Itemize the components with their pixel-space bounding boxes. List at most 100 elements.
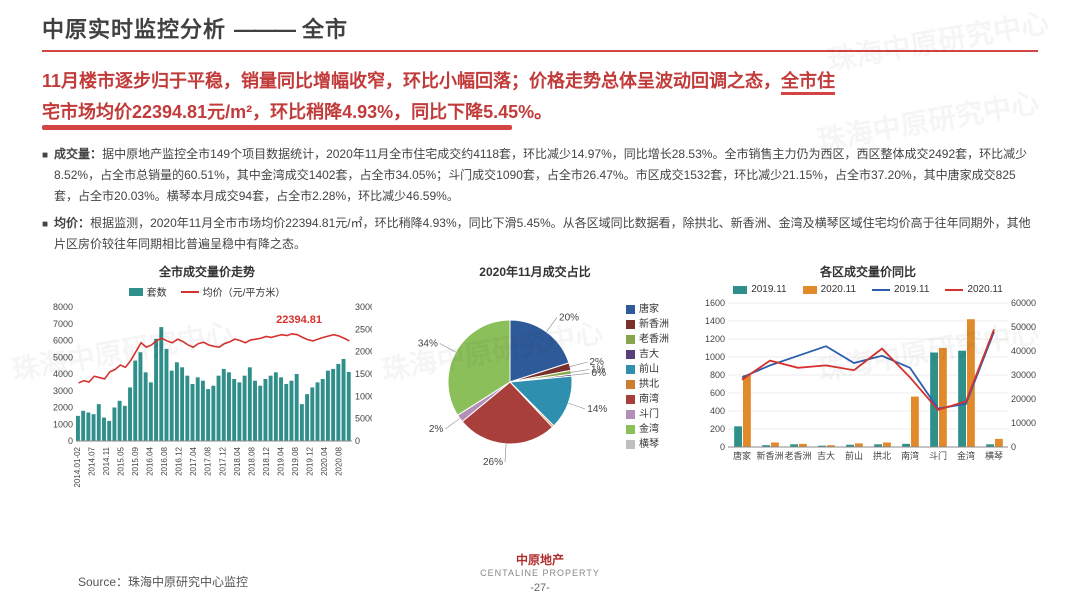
svg-text:1400: 1400 [705,316,725,326]
pie-legend-item: 老香洲 [626,332,669,347]
bullet1-label: 成交量： [54,147,102,161]
bullet-icon: ■ [42,216,48,255]
svg-text:20000: 20000 [1011,394,1036,404]
logo-cn: 中原地产 [480,551,600,568]
lg: 2019.11 [751,284,786,295]
svg-text:2%: 2% [429,424,444,435]
bullet2-text: 根据监测，2020年11月全市市场均价22394.81元/㎡，环比稍降4.93%… [54,216,1031,251]
bullet-volume: ■ 成交量：据中原地产监控全市149个项目数据统计，2020年11月全市住宅成交… [42,144,1038,207]
svg-text:2016.12: 2016.12 [175,447,184,476]
svg-text:2016.08: 2016.08 [160,447,169,476]
bullet2-label: 均价： [54,216,90,230]
pie-legend-item: 斗门 [626,407,669,422]
title-suffix: 全市 [302,12,348,44]
headline-b: 全市住 [781,71,835,95]
svg-text:0: 0 [720,442,725,452]
svg-text:8000: 8000 [53,302,73,312]
svg-text:20%: 20% [559,312,579,323]
svg-text:3000: 3000 [53,386,73,396]
title-prefix: 中原实时监控分析 [42,12,226,44]
svg-text:2014.11: 2014.11 [102,447,111,476]
chart3-title: 各区成交量价同比 [698,263,1038,280]
svg-text:金湾: 金湾 [957,450,975,461]
svg-text:6000: 6000 [53,336,73,346]
svg-text:4000: 4000 [53,369,73,379]
svg-text:2019.04: 2019.04 [276,447,285,476]
page-title: 中原实时监控分析 ——— 全市 [42,12,1038,44]
pie-legend-item: 拱北 [626,377,669,392]
svg-text:新香洲: 新香洲 [756,450,783,461]
svg-text:7000: 7000 [53,319,73,329]
bullet-price: ■ 均价：根据监测，2020年11月全市市场均价22394.81元/㎡，环比稍降… [42,213,1038,255]
chart-combo: 各区成交量价同比 2019.11 2020.11 2019.11 2020.11… [698,263,1038,491]
svg-text:2020.08: 2020.08 [334,447,343,476]
svg-text:22394.81: 22394.81 [276,314,322,326]
chart1-svg: 0100020003000400050006000700080000500010… [42,301,372,491]
legend-line-label: 均价（元/平方米） [203,284,286,299]
svg-text:2015.09: 2015.09 [131,447,140,476]
svg-text:1600: 1600 [705,298,725,308]
svg-text:50000: 50000 [1011,322,1036,332]
thick-underline [42,125,512,130]
legend-swatch [733,286,747,294]
legend-swatch [129,288,143,296]
svg-text:2016.04: 2016.04 [146,447,155,476]
legend-swatch [181,291,199,293]
svg-text:斗门: 斗门 [929,450,947,461]
svg-text:400: 400 [710,406,725,416]
chart3-legend: 2019.11 2020.11 2019.11 2020.11 [698,284,1038,295]
svg-text:2000: 2000 [53,403,73,413]
svg-text:2014.07: 2014.07 [88,447,97,476]
svg-text:0: 0 [355,436,360,446]
title-underline [42,50,1038,52]
svg-text:2018.04: 2018.04 [233,447,242,476]
svg-text:26%: 26% [483,457,503,468]
chart-trend: 全市成交量价走势 套数 均价（元/平方米） 010002000300040005… [42,263,372,491]
chart2-svg: 20%2%1%0%14%26%2%34% [390,284,620,474]
lg: 2020.11 [967,284,1002,295]
svg-text:34%: 34% [418,339,438,350]
bullet-icon: ■ [42,147,48,207]
pie-legend-item: 横琴 [626,437,669,452]
svg-text:0: 0 [1011,442,1016,452]
chart1-title: 全市成交量价走势 [42,263,372,280]
svg-text:2017.08: 2017.08 [204,447,213,476]
svg-text:2019.08: 2019.08 [291,447,300,476]
svg-text:拱北: 拱北 [873,450,891,461]
svg-text:1000: 1000 [705,352,725,362]
legend-swatch [872,289,890,291]
headline: 11月楼市逐步归于平稳，销量同比增幅收窄，环比小幅回落；价格走势总体呈波动回调之… [42,66,1038,130]
svg-text:0: 0 [68,436,73,446]
svg-text:1000: 1000 [53,419,73,429]
legend-bar-label: 套数 [147,284,167,299]
svg-text:60000: 60000 [1011,298,1036,308]
pie-legend-item: 吉大 [626,347,669,362]
chart3-svg: 0200400600800100012001400160001000020000… [698,297,1038,487]
lg: 2019.11 [894,284,929,295]
svg-text:唐家: 唐家 [733,450,751,461]
svg-text:200: 200 [710,424,725,434]
svg-text:30000: 30000 [1011,370,1036,380]
logo-en: CENTALINE PROPERTY [480,568,600,578]
pie-legend-item: 金湾 [626,422,669,437]
svg-text:30000: 30000 [355,302,372,312]
legend-swatch [945,289,963,291]
svg-text:1200: 1200 [705,334,725,344]
svg-text:40000: 40000 [1011,346,1036,356]
svg-text:2019.12: 2019.12 [305,447,314,476]
svg-text:14%: 14% [587,404,607,415]
headline-a: 11月楼市逐步归于平稳，销量同比增幅收窄，环比小幅回落；价格走势总体呈波动回调之… [42,71,781,91]
svg-text:2014.01-02: 2014.01-02 [73,447,82,488]
svg-text:2018.12: 2018.12 [262,447,271,476]
svg-text:800: 800 [710,370,725,380]
title-dash: ——— [234,17,294,43]
svg-text:南湾: 南湾 [901,450,919,461]
svg-text:20000: 20000 [355,347,372,357]
pie-legend-item: 前山 [626,362,669,377]
svg-text:2017.12: 2017.12 [218,447,227,476]
svg-text:横琴: 横琴 [985,450,1003,461]
svg-text:15000: 15000 [355,369,372,379]
page-number: -27- [530,582,550,594]
lg: 2020.11 [821,284,856,295]
bullet1-text: 据中原地产监控全市149个项目数据统计，2020年11月全市住宅成交约4118套… [54,147,1027,203]
